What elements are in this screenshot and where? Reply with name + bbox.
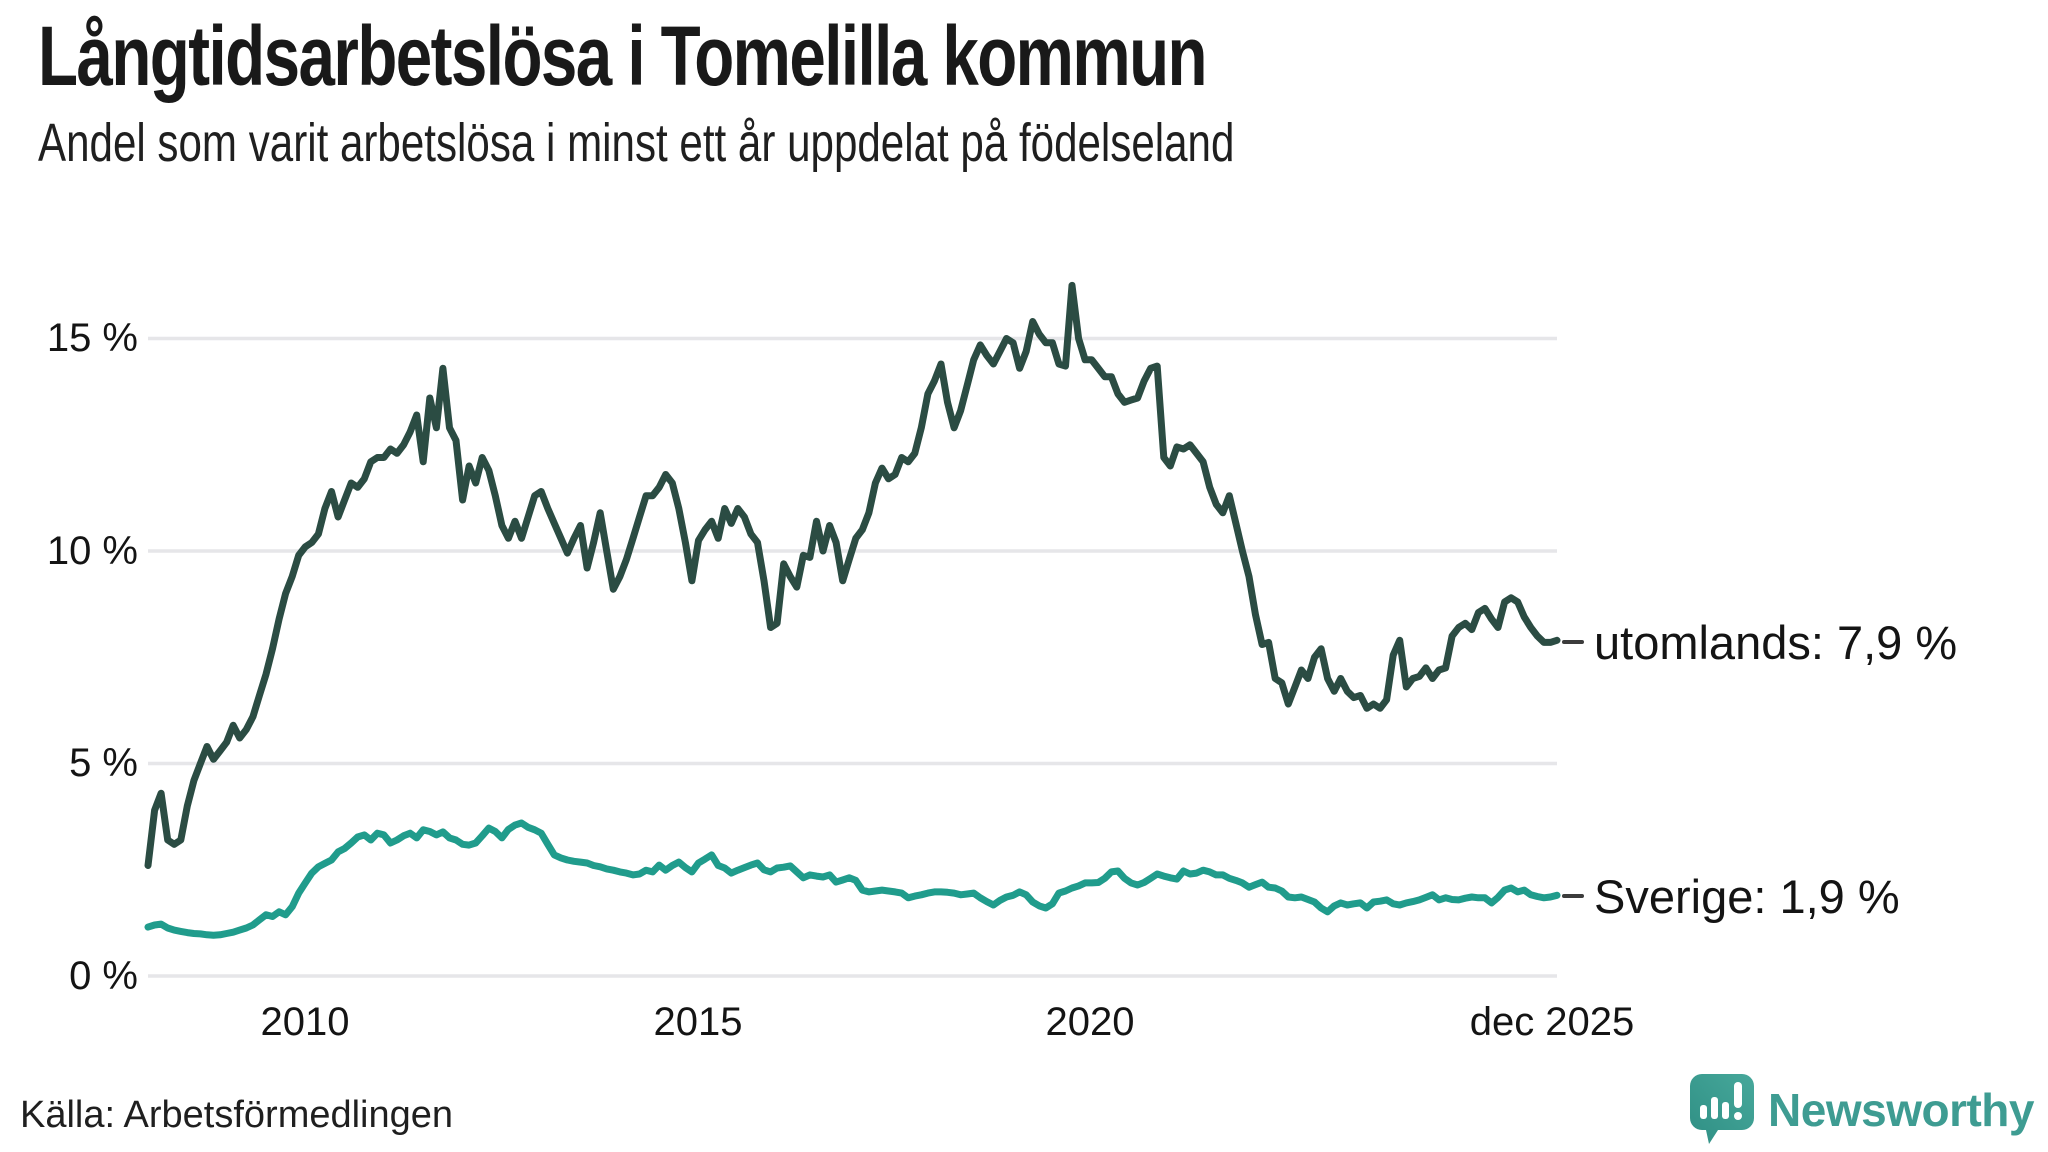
x-axis-tick-label-2010: 2010 xyxy=(260,1000,350,1044)
y-axis-tick-label-0: 0 % xyxy=(69,954,138,998)
page-title: Långtidsarbetslösa i Tomelilla kommun xyxy=(38,9,1208,103)
series-line-sverige xyxy=(144,819,1561,939)
y-axis-tick-label-15: 15 % xyxy=(46,316,138,360)
source-note: Källa: Arbetsförmedlingen xyxy=(20,1094,454,1136)
series-end-label-sverige: Sverige: 1,9 % xyxy=(1562,868,1900,924)
x-axis-tick-label-dec-2025: dec 2025 xyxy=(1469,1000,1635,1044)
series-line-utomlands xyxy=(144,281,1561,869)
series-end-label-utomlands-text: utomlands: 7,9 % xyxy=(1594,615,1958,669)
chart-subtitle: Andel som varit arbetslösa i minst ett å… xyxy=(38,113,1235,173)
series-end-label-utomlands: utomlands: 7,9 % xyxy=(1562,614,1957,670)
series-end-label-sverige-text: Sverige: 1,9 % xyxy=(1594,869,1900,923)
y-axis-tick-label-5: 5 % xyxy=(69,741,138,785)
y-axis-tick-label-10: 10 % xyxy=(46,529,138,573)
label-tick-dash-icon xyxy=(1562,894,1584,898)
x-axis-tick-label-2020: 2020 xyxy=(1045,1000,1135,1044)
x-axis-tick-label-2015: 2015 xyxy=(653,1000,743,1044)
label-tick-dash-icon xyxy=(1562,640,1584,644)
newsworthy-wordmark: Newsworthy xyxy=(1768,1084,2034,1136)
newsworthy-logo-icon xyxy=(1690,1074,1755,1144)
newsworthy-logo: Newsworthy xyxy=(1688,1072,2034,1148)
